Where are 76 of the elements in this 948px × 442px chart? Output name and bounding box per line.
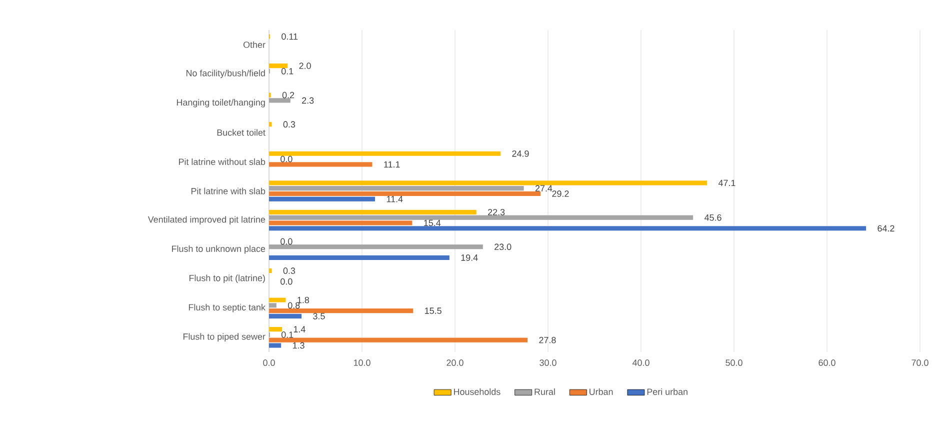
- bar: [269, 338, 528, 342]
- data-label: 15.5: [425, 308, 442, 314]
- x-tick-label: 60.0: [818, 360, 836, 366]
- y-tick-label: Pit latrine without slab: [179, 158, 266, 166]
- legend-label: Rural: [534, 388, 555, 395]
- data-label: 0.0: [280, 238, 292, 245]
- data-label: 11.4: [386, 196, 403, 202]
- y-tick-label: No facility/bush/field: [186, 70, 265, 78]
- data-label: 15.4: [424, 220, 441, 226]
- bar: [269, 151, 501, 156]
- legend-label: Urban: [590, 388, 613, 395]
- data-label: 2.3: [302, 97, 314, 104]
- y-tick-label: Flush to pit (latrine): [189, 274, 265, 283]
- bar: [269, 298, 286, 302]
- bar: [269, 191, 541, 196]
- data-label: 22.3: [488, 208, 505, 216]
- data-label: 27.4: [535, 185, 552, 192]
- data-label: 1.4: [294, 326, 306, 332]
- y-tick-label: Hanging toilet/hanging: [176, 99, 265, 108]
- data-label: 1.8: [298, 296, 310, 304]
- data-label: 24.9: [512, 150, 529, 157]
- data-label: 23.0: [494, 244, 512, 250]
- bar: [269, 314, 302, 318]
- bar: [269, 268, 272, 274]
- data-label: 3.5: [313, 313, 325, 320]
- data-label: 29.2: [552, 190, 569, 197]
- x-tick-label: 30.0: [540, 360, 556, 366]
- data-label: 1.3: [292, 342, 304, 349]
- y-tick-label: Flush to piped sewer: [183, 333, 266, 342]
- x-tick-label: 50.0: [726, 360, 742, 366]
- data-label: 47.1: [718, 180, 736, 186]
- x-tick-label: 0.0: [263, 360, 275, 366]
- bar: [269, 220, 412, 226]
- y-tick-label: Bucket toilet: [217, 129, 266, 136]
- data-label: 45.6: [704, 214, 722, 221]
- y-tick-label: Flush to unknown place: [172, 245, 266, 254]
- data-label: 64.2: [878, 225, 894, 232]
- bar: [269, 122, 272, 127]
- x-tick-label: 20.0: [446, 360, 464, 366]
- bar: [269, 180, 708, 186]
- bar: [269, 210, 476, 214]
- legend-label: Peri urban: [647, 388, 688, 395]
- bar: [269, 64, 288, 68]
- bar: [269, 98, 290, 103]
- y-tick-label: Other: [243, 41, 266, 48]
- bar: [269, 255, 450, 260]
- data-label: 0.3: [283, 268, 296, 274]
- data-label: 0.2: [282, 92, 294, 98]
- y-tick-label: Flush to septic tank: [188, 304, 266, 312]
- data-label: 0.0: [280, 278, 292, 285]
- bar: [269, 308, 414, 314]
- data-label: 0.11: [282, 33, 298, 40]
- legend-label: Households: [454, 388, 500, 395]
- bar: [269, 244, 483, 250]
- bar: [269, 303, 276, 308]
- data-label: 0.0: [280, 156, 292, 162]
- data-label: 0.8: [288, 302, 300, 309]
- x-tick-label: 10.0: [354, 360, 370, 366]
- bar: [269, 215, 694, 220]
- data-label: 19.4: [461, 254, 478, 261]
- bar: [269, 343, 282, 348]
- y-tick-label: Pit latrine with slab: [191, 188, 266, 194]
- x-tick-label: 70.0: [912, 360, 928, 366]
- y-tick-label: Ventilated improved pit latrine: [148, 216, 266, 224]
- data-label: 11.1: [384, 161, 400, 168]
- bar: [269, 162, 372, 167]
- bar: [269, 186, 524, 191]
- data-label: 0.1: [281, 68, 294, 74]
- bar: [269, 226, 866, 231]
- data-label: 27.8: [539, 336, 556, 344]
- bar: [269, 196, 376, 202]
- x-tick-label: 40.0: [632, 360, 650, 366]
- data-label: 0.3: [283, 121, 296, 128]
- data-label: 0.1: [281, 331, 294, 338]
- bar: [269, 326, 282, 332]
- data-label: 2.0: [299, 62, 311, 69]
